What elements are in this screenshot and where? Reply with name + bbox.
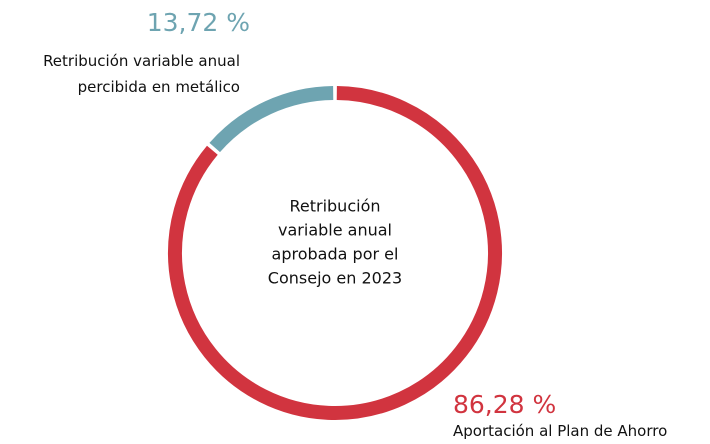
donut-segment (209, 86, 334, 153)
value-label: 86,28 % (453, 390, 557, 419)
center-text: aprobada por el (272, 245, 399, 264)
category-label: Aportación al Plan de Ahorro (453, 422, 668, 440)
donut-segment (168, 86, 502, 420)
center-text: Consejo en 2023 (268, 269, 402, 288)
center-text: Retribución (289, 197, 380, 216)
value-label: 13,72 % (146, 8, 250, 37)
center-text: variable anual (278, 221, 392, 240)
category-label: Retribución variable anual percibida en … (43, 52, 240, 96)
